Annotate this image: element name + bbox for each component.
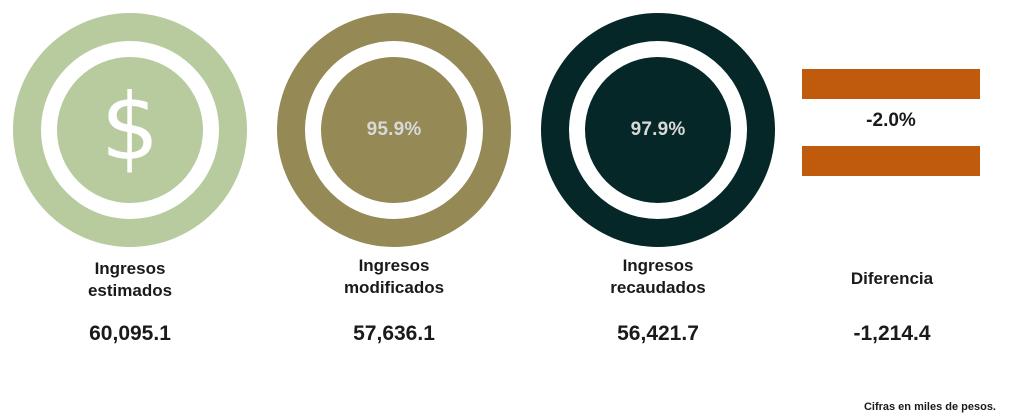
recaudados-ring: 97.9% [541,13,775,247]
ring-core: 95.9% [321,57,467,203]
label-diferencia: Diferencia [850,269,934,288]
ring-gap: $ [41,41,219,219]
label-modificados: Ingresos modificados [343,256,445,297]
modificados-ring: 95.9% [277,13,511,247]
value-modificados: 57,636.1 [353,322,435,345]
value-estimados: 60,095.1 [89,322,171,345]
value-recaudados: 56,421.7 [617,322,699,345]
estimados-ring: $ [13,13,247,247]
diferencia-top-bar [802,69,980,99]
percent-diferencia: -2.0% [866,110,916,131]
percent-modificados: 95.9% [366,119,422,140]
dollar-sign-icon: $ [100,74,160,181]
ring-gap: 97.9% [569,41,747,219]
diferencia-bottom-bar [802,146,980,176]
ring-core: 97.9% [585,57,731,203]
value-diferencia: -1,214.4 [853,322,931,345]
footnote-units: Cifras en miles de pesos. [863,401,996,413]
label-estimados: Ingresos estimados [87,259,173,300]
ring-core: $ [57,57,203,203]
percent-recaudados: 97.9% [630,119,686,140]
ring-gap: 95.9% [305,41,483,219]
label-recaudados: Ingresos recaudados [610,256,706,297]
